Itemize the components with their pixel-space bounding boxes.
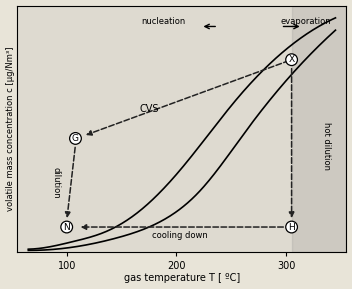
Text: H: H	[288, 223, 295, 231]
Bar	[291, 5, 346, 252]
X-axis label: gas temperature T [ ºC]: gas temperature T [ ºC]	[124, 273, 240, 284]
Text: evaporation: evaporation	[281, 17, 331, 26]
Text: dilution: dilution	[51, 167, 60, 199]
Text: G: G	[72, 134, 79, 143]
Text: N: N	[63, 223, 70, 231]
Text: CVS: CVS	[139, 104, 159, 114]
Text: hot dilution: hot dilution	[322, 122, 331, 170]
Text: cooling down: cooling down	[152, 231, 208, 240]
Text: X: X	[289, 55, 295, 64]
Y-axis label: volatile mass concentration c [μg/Nm³]: volatile mass concentration c [μg/Nm³]	[6, 46, 14, 211]
Text: nucleation: nucleation	[141, 17, 185, 26]
